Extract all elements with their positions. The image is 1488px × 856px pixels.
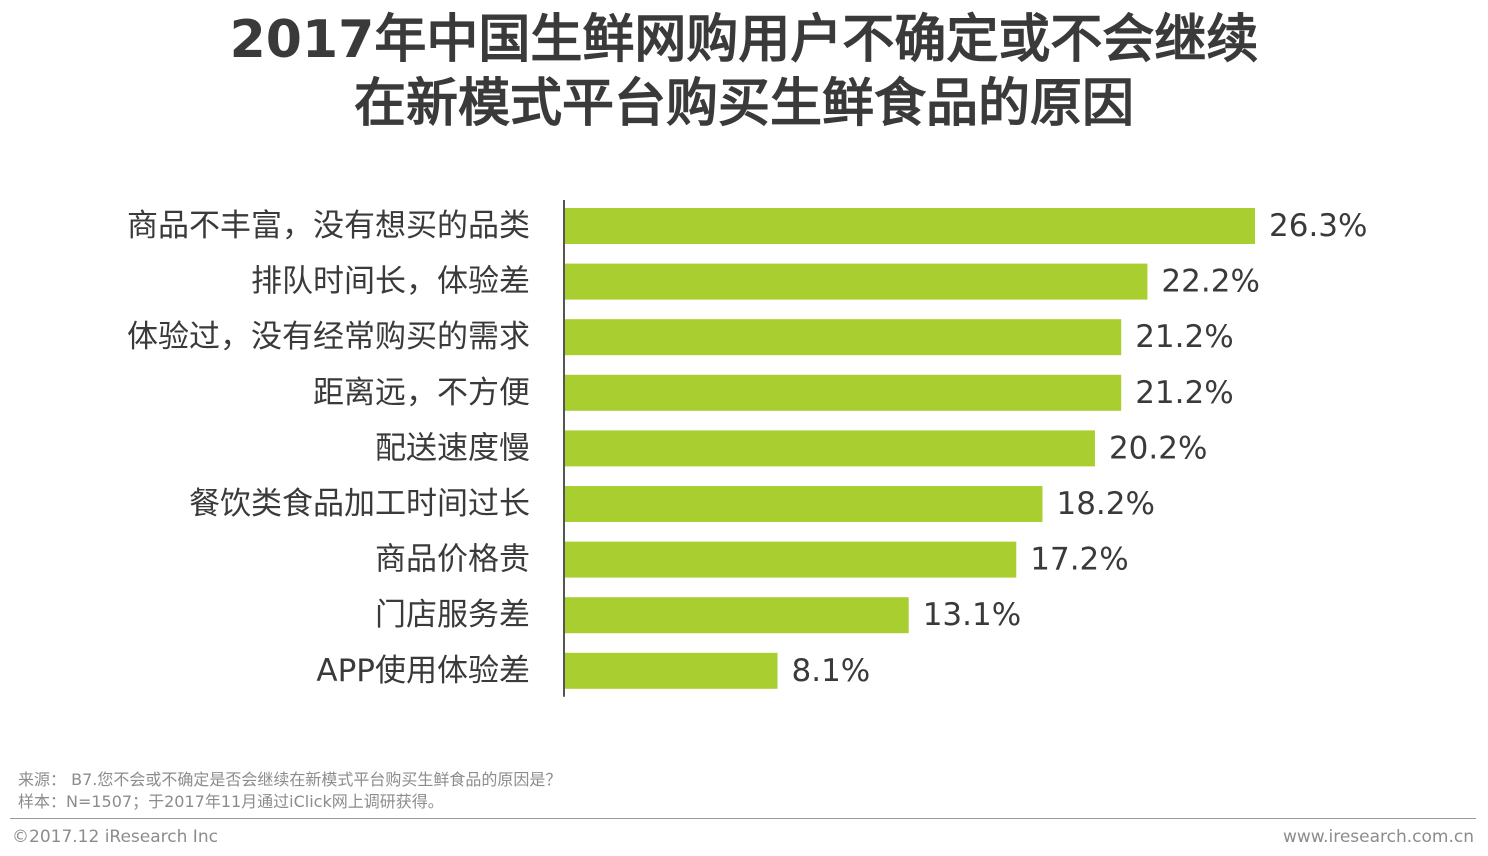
bar [565,208,1255,244]
bar [565,374,1122,411]
chart-title-line-1: 2017年中国生鲜网购用户不确定或不会继续 [229,10,1259,70]
category-label: 距离远，不方便 [313,375,530,411]
bar [565,652,778,689]
source-note: 来源： B7.您不会或不确定是否会继续在新模式平台购买生鲜食品的原因是？ [18,770,562,789]
copyright-text: ©2017.12 iResearch Inc [12,827,218,847]
value-label: 21.2% [1135,319,1233,355]
category-label: APP使用体验差 [316,653,530,689]
bar [565,486,1043,522]
value-label: 8.1% [792,653,871,689]
sample-note: 样本：N=1507；于2017年11月通过iClick网上调研获得。 [18,792,444,811]
category-label: 门店服务差 [375,597,530,633]
category-label: 餐饮类食品加工时间过长 [189,486,530,522]
footer-divider [10,818,1476,819]
category-label: 配送速度慢 [375,430,530,466]
category-label: 商品不丰富，没有想买的品类 [127,208,530,244]
category-label: 体验过，没有经常购买的需求 [127,319,530,355]
bar [565,263,1148,300]
bar-chart: 商品不丰富，没有想买的品类 26.3% 排队时间长，体验差 22.2% 体验过，没有经常… [127,200,1367,697]
website-link[interactable]: www.iresearch.com.cn [1282,827,1474,847]
bar [565,597,909,634]
value-label: 18.2% [1056,486,1154,522]
value-label: 20.2% [1109,430,1207,466]
value-label: 26.3% [1269,208,1367,244]
value-label: 13.1% [923,597,1021,633]
value-label: 17.2% [1030,542,1128,578]
category-label: 商品价格贵 [375,542,530,578]
chart-title-line-2: 在新模式平台购买生鲜食品的原因 [353,74,1134,134]
value-label: 21.2% [1135,375,1233,411]
bar [565,430,1095,467]
bar [565,319,1122,356]
bar [565,541,1017,578]
value-label: 22.2% [1161,264,1259,300]
category-label: 排队时间长，体验差 [251,264,530,300]
